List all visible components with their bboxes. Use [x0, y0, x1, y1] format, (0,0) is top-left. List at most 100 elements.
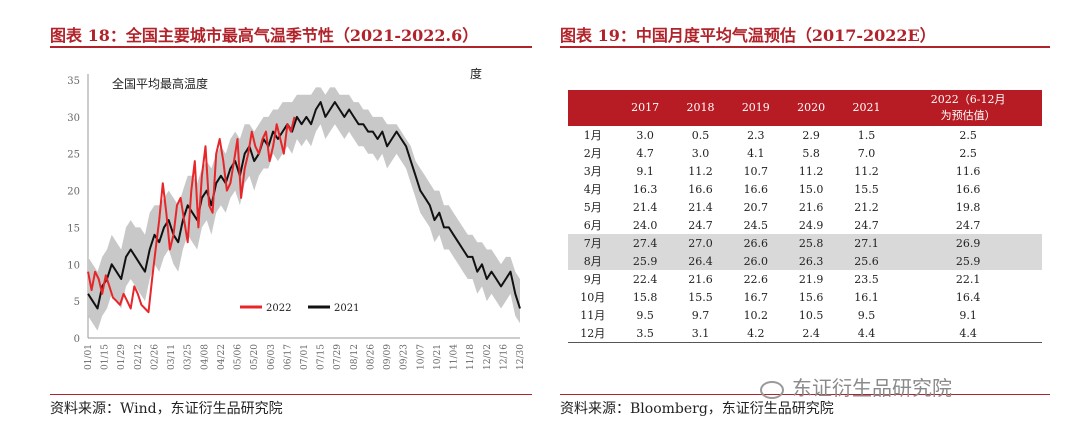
- table-cell: 15.0: [798, 182, 824, 196]
- table-cell: 11月: [580, 309, 606, 322]
- table-cell: 3.0: [636, 128, 654, 142]
- table-cell: 11.2: [854, 164, 879, 178]
- watermark: 东证衍生品研究院: [760, 372, 952, 401]
- table-cell: 7.0: [857, 146, 876, 160]
- series-line-2022: [87, 116, 296, 314]
- table-row: 4月 16.3 16.6 16.6 15.0 15.5 16.6: [568, 180, 1042, 198]
- x-tick-label: 06/17: [283, 344, 293, 370]
- figure-19-source: 资料来源：Bloomberg，东证衍生品研究院: [560, 401, 834, 417]
- table-cell: 2月: [583, 147, 602, 160]
- column-header: 2021: [838, 90, 895, 126]
- figure-19-title: 图表 19：中国月度平均气温预估（2017-2022E）: [560, 26, 936, 45]
- table-cell: 22.6: [743, 272, 769, 286]
- table-cell: 16.6: [688, 182, 713, 196]
- table-cell: 27.1: [838, 234, 895, 252]
- table-cell: 24.0: [632, 218, 658, 232]
- title-rule: [560, 46, 1050, 48]
- table-row: 10月 15.8 15.5 16.7 15.6 16.1 16.4: [568, 288, 1042, 306]
- table-cell: 11.2: [798, 164, 824, 178]
- x-tick-label: 12/16: [499, 344, 509, 370]
- table-cell: 11.2: [688, 164, 713, 178]
- table-cell: 21.6: [798, 200, 824, 214]
- table-cell: 4.4: [894, 324, 1042, 343]
- y-tick-label: 15: [67, 223, 80, 234]
- table-row: 5月 21.4 21.4 20.7 21.6 21.2 19.8: [568, 198, 1042, 216]
- column-header: 2020: [783, 90, 839, 126]
- figure-18-source: 资料来源：Wind，东证衍生品研究院: [50, 401, 283, 417]
- table-cell: 25.6: [838, 252, 895, 270]
- historical-range-band: [88, 87, 520, 331]
- x-tick-label: 03/25: [184, 344, 194, 370]
- table-cell: 24.7: [688, 218, 713, 232]
- column-header-line: 为预估值）: [940, 109, 996, 122]
- x-tick-label: 11/18: [466, 344, 476, 370]
- x-tick-label: 12/02: [483, 344, 493, 370]
- temperature-line-chart: 0 5 10 15 20 25 30 35 01/01 01/15 01/29 02/12 02/26 0…: [67, 66, 526, 370]
- table-cell: 2.3: [747, 128, 765, 142]
- table-cell: 3月: [583, 165, 602, 178]
- table-cell: 4.7: [636, 146, 654, 160]
- x-tick-label: 07/01: [300, 344, 310, 370]
- source-rule: [50, 394, 532, 395]
- table-cell: 26.6: [728, 234, 784, 252]
- table-cell: 16.3: [632, 182, 658, 196]
- x-tick-label: 03/11: [167, 344, 177, 370]
- table-cell: 2.5: [959, 128, 977, 142]
- table-cell: 9月: [583, 273, 602, 286]
- table-cell: 25.8: [783, 234, 839, 252]
- table-cell: 16.6: [743, 182, 769, 196]
- table-cell: 21.6: [688, 272, 713, 286]
- table-cell: 0.5: [691, 128, 710, 142]
- table-cell: 21.2: [854, 200, 879, 214]
- figure-18-title: 图表 18：全国主要城市最高气温季节性（2021-2022.6）: [50, 26, 479, 45]
- table-cell: 6月: [583, 219, 602, 232]
- table-header-row: 2017 2018 2019 2020 2021 2022（6-12月 为预估值）: [568, 90, 1042, 126]
- y-tick-label: 30: [67, 113, 80, 124]
- y-tick-label: 20: [67, 187, 80, 198]
- table-cell: 15.5: [854, 182, 879, 196]
- table-cell: 26.3: [783, 252, 839, 270]
- table-cell: 22.4: [632, 272, 658, 286]
- x-tick-label: 09/09: [383, 344, 393, 370]
- table-cell: 20.7: [743, 200, 769, 214]
- x-tick-label: 01/29: [117, 344, 127, 370]
- table-cell: 10.7: [743, 164, 769, 178]
- table-cell: 25.9: [894, 252, 1042, 270]
- table-cell: 9.1: [636, 164, 654, 178]
- table-cell: 9.5: [857, 308, 876, 322]
- table-cell: 1月: [583, 129, 602, 142]
- series-line-2021: [87, 101, 521, 310]
- table-cell: 21.9: [798, 272, 824, 286]
- x-tick-label: 07/29: [333, 344, 343, 370]
- x-tick-label: 01/01: [84, 344, 94, 370]
- table-cell: 5.8: [802, 146, 820, 160]
- table-cell: 15.5: [688, 290, 713, 304]
- table-cell: 25.9: [617, 252, 673, 270]
- column-header: 2019: [728, 90, 784, 126]
- table-cell: 3.1: [672, 324, 729, 343]
- column-header: [568, 90, 618, 126]
- x-tick-label: 06/03: [267, 344, 277, 370]
- x-tick-label: 10/07: [416, 344, 426, 370]
- table-cell: 4.4: [838, 324, 895, 343]
- table-cell: 3.0: [691, 146, 710, 160]
- table-cell: 22.1: [955, 272, 981, 286]
- table-cell: 5月: [583, 201, 602, 214]
- table-cell: 7月: [568, 234, 618, 252]
- table-cell: 24.5: [743, 218, 769, 232]
- table-cell: 24.9: [798, 218, 824, 232]
- column-header: 2022（6-12月 为预估值）: [894, 90, 1042, 126]
- y-tick-label: 35: [67, 76, 80, 87]
- table-cell: 4.2: [728, 324, 784, 343]
- x-tick-label: 04/22: [217, 344, 227, 370]
- wechat-icon: [760, 380, 784, 399]
- x-tick-label: 05/20: [250, 344, 260, 370]
- table-cell: 10.5: [798, 308, 824, 322]
- x-tick-label: 11/04: [450, 344, 460, 370]
- table-cell: 1.5: [857, 128, 876, 142]
- column-header: 2018: [672, 90, 729, 126]
- table-cell: 9.7: [691, 308, 710, 322]
- table-cell: 26.4: [672, 252, 729, 270]
- table-row: 3月 9.1 11.2 10.7 11.2 11.2 11.6: [568, 162, 1042, 180]
- monthly-temperature-table: 2017 2018 2019 2020 2021 2022（6-12月 为预估值） 1月 3.…: [568, 90, 1042, 343]
